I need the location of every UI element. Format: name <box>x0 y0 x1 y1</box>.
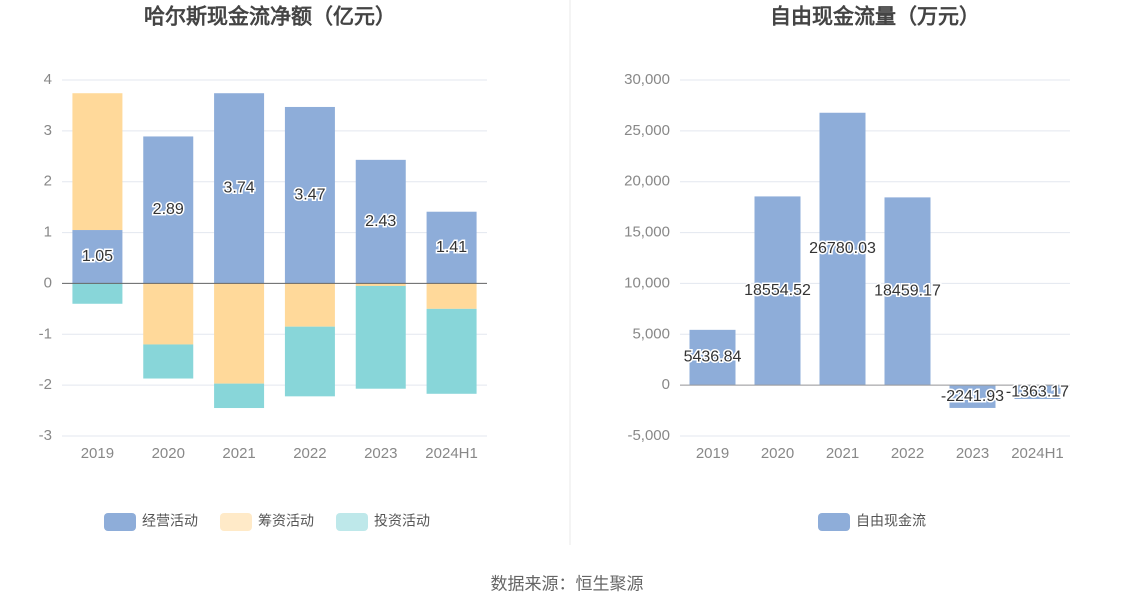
y-tick-label: -2 <box>39 376 52 393</box>
legend-label: 自由现金流 <box>856 513 926 529</box>
bar <box>754 196 801 386</box>
data-label: 3.47 <box>294 186 325 203</box>
bar <box>355 285 406 389</box>
x-tick-label: 2022 <box>293 445 326 462</box>
legend-swatch <box>104 513 136 531</box>
x-tick-label: 2023 <box>364 445 397 462</box>
y-tick-label: 0 <box>44 274 52 291</box>
data-label: -1363.17 <box>1006 383 1069 400</box>
bar <box>884 197 931 386</box>
bar <box>143 283 194 345</box>
data-label: -2241.93 <box>941 388 1004 405</box>
y-tick-label: -3 <box>39 427 52 444</box>
y-tick-label: 30,000 <box>624 71 670 88</box>
y-tick-label: 5,000 <box>632 325 670 342</box>
y-tick-label: 1 <box>44 224 52 241</box>
chart-title: 自由现金流量（万元） <box>770 5 980 29</box>
bar <box>72 230 123 284</box>
y-tick-label: 15,000 <box>624 224 670 241</box>
y-tick-label: 25,000 <box>624 122 670 139</box>
data-label: 2.89 <box>153 201 184 218</box>
x-tick-label: 2022 <box>891 445 924 462</box>
data-label: 1.41 <box>436 239 467 256</box>
bar <box>689 329 736 386</box>
data-label: 1.05 <box>82 248 113 265</box>
x-tick-label: 2024H1 <box>1011 445 1064 462</box>
data-label: 3.74 <box>224 180 255 197</box>
x-tick-label: 2019 <box>81 445 114 462</box>
bar <box>143 136 194 284</box>
bar <box>143 344 194 379</box>
data-label: 5436.84 <box>684 349 742 366</box>
bar <box>355 159 406 284</box>
x-tick-label: 2019 <box>696 445 729 462</box>
bar <box>1014 385 1061 400</box>
y-tick-label: 10,000 <box>624 274 670 291</box>
x-tick-label: 2021 <box>222 445 255 462</box>
bar <box>949 385 996 408</box>
y-tick-label: 20,000 <box>624 173 670 190</box>
x-tick-label: 2024H1 <box>425 445 478 462</box>
y-tick-label: 0 <box>662 376 670 393</box>
y-tick-label: 3 <box>44 122 52 139</box>
x-tick-label: 2021 <box>826 445 859 462</box>
legend-label: 筹资活动 <box>258 513 314 529</box>
source: 数据来源：恒生聚源 <box>491 574 644 593</box>
y-tick-label: -5,000 <box>627 427 670 444</box>
x-tick-label: 2020 <box>761 445 794 462</box>
legend-label: 投资活动 <box>374 513 430 529</box>
y-tick-label: 4 <box>44 71 52 88</box>
bar <box>284 106 335 284</box>
legend-swatch <box>336 513 368 531</box>
data-label: 18554.52 <box>744 282 811 299</box>
bar <box>72 93 123 231</box>
bar <box>355 283 406 286</box>
bar <box>426 308 477 394</box>
chart-title: 哈尔斯现金流净额（亿元） <box>144 5 396 29</box>
bar <box>284 283 335 327</box>
bar <box>819 112 866 386</box>
bar <box>214 93 265 284</box>
y-tick-label: -1 <box>39 325 52 342</box>
data-label: 26780.03 <box>809 240 876 257</box>
bar <box>214 283 265 384</box>
bar <box>284 326 335 397</box>
data-label: 2.43 <box>365 213 396 230</box>
legend-label: 经营活动 <box>142 513 198 529</box>
y-tick-label: 2 <box>44 173 52 190</box>
bar <box>214 383 265 409</box>
legend-swatch <box>818 513 850 531</box>
x-tick-label: 2020 <box>152 445 185 462</box>
x-tick-label: 2023 <box>956 445 989 462</box>
legend-swatch <box>220 513 252 531</box>
bar <box>426 283 477 309</box>
data-label: 18459.17 <box>874 282 941 299</box>
bar <box>426 211 477 284</box>
bar <box>72 283 123 304</box>
